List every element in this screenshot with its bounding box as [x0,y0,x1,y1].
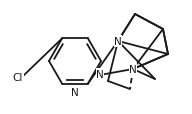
Text: N: N [96,69,104,79]
Text: N: N [71,87,79,97]
Text: N: N [129,64,137,74]
Text: Cl: Cl [13,72,23,82]
Text: N: N [114,37,122,47]
